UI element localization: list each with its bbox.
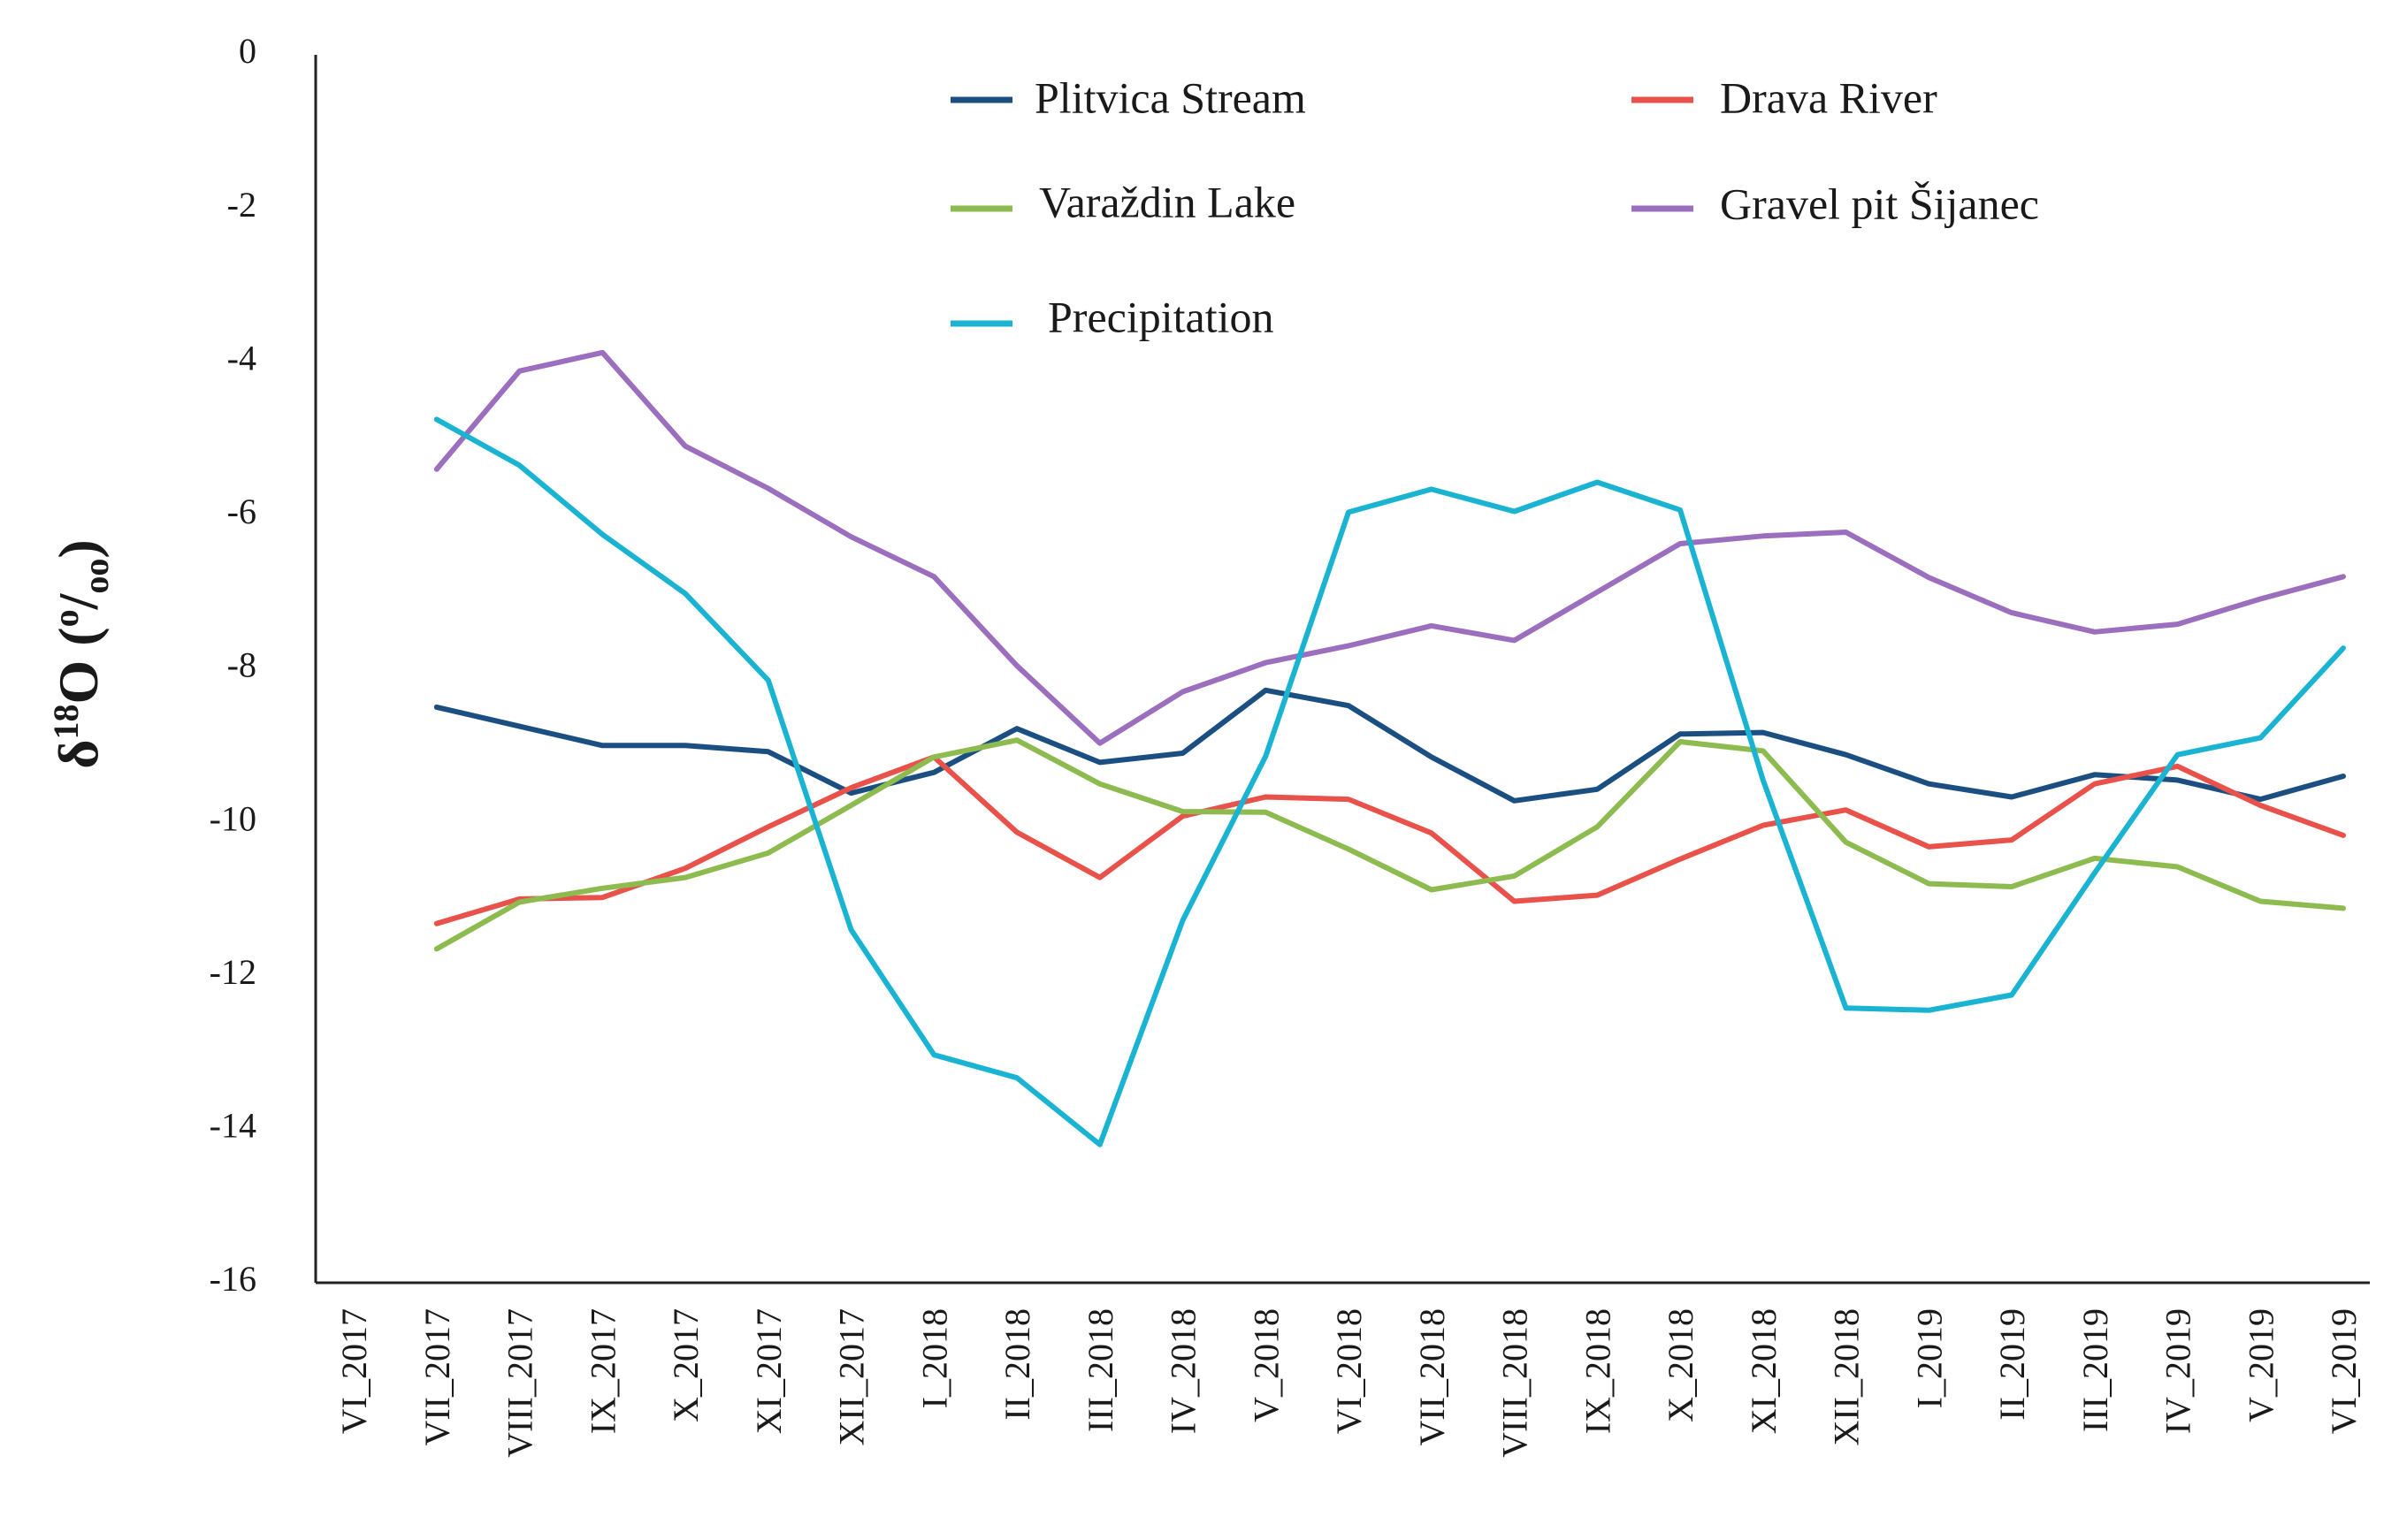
series-lines [433,349,2346,1147]
legend-item-drava-river: Drava River [1631,72,1937,122]
x-tick-label: X_2017 [666,1308,706,1422]
x-tick-label: XI_2018 [1744,1308,1784,1434]
series-line-precipitation [433,416,2346,1147]
x-tick-label: X_2018 [1661,1308,1700,1422]
legend-label-precipitation: Precipitation [1048,292,1274,341]
y-tick-label: -12 [210,952,256,992]
x-tick-label: VI_2017 [334,1308,374,1434]
x-tick-label: VII_2018 [1412,1308,1452,1446]
x-tick-label: IV_2018 [1164,1308,1203,1434]
y-tick-label: -6 [227,492,256,531]
x-tick-label: VI_2018 [1329,1308,1369,1434]
series-line-drava-river [433,754,2346,926]
x-tick-label: V_2018 [1246,1308,1286,1422]
y-tick-labels: 0 -2 -4 -6 -8 -10 -12 -14 -16 [210,31,256,1299]
legend-item-precipitation: Precipitation [951,292,1274,341]
x-tick-label: V_2019 [2241,1308,2281,1422]
legend-item-varazdin-lake: Varaždin Lake [951,177,1295,226]
y-tick-label: -8 [227,645,256,685]
y-axis-label: δ18O (o/oo) [46,539,116,768]
x-tick-label: I_2019 [1909,1308,1949,1408]
x-tick-label: III_2018 [1081,1308,1120,1432]
x-tick-label: II_2019 [1992,1308,2032,1421]
legend-item-gravel-pit-sijanec: Gravel pit Šijanec [1631,179,2039,228]
y-tick-label: 0 [239,31,256,71]
x-tick-label: IX_2017 [583,1308,623,1434]
y-tick-label: -2 [227,185,256,225]
x-tick-label: XI_2017 [749,1308,789,1434]
legend-label-gravel-pit-sijanec: Gravel pit Šijanec [1720,179,2039,228]
series-line-plitvica-stream [433,687,2346,804]
series-line-gravel-pit-sijanec [433,349,2346,746]
x-tick-label: VI_2019 [2324,1308,2364,1434]
x-tick-label: I_2018 [914,1308,954,1408]
legend-label-plitvica-stream: Plitvica Stream [1035,72,1306,122]
x-tick-label: IX_2018 [1578,1308,1617,1434]
legend: Plitvica Stream Drava River Varaždin Lak… [951,72,2039,341]
legend-label-drava-river: Drava River [1720,72,1937,122]
x-tick-label: XII_2018 [1827,1308,1867,1446]
y-tick-label: -4 [227,338,256,377]
x-tick-label: III_2019 [2075,1308,2115,1432]
x-tick-labels: VI_2017 VII_2017 VIII_2017 IX_2017 X_2017 XI_… [334,1308,2364,1458]
y-tick-label: -14 [210,1106,256,1146]
legend-label-varazdin-lake: Varaždin Lake [1039,177,1295,226]
legend-item-plitvica-stream: Plitvica Stream [951,72,1306,122]
x-tick-label: VIII_2017 [500,1308,540,1458]
x-tick-label: VII_2017 [417,1308,457,1446]
x-tick-label: VIII_2018 [1495,1308,1535,1458]
x-tick-label: II_2018 [997,1308,1037,1421]
y-tick-label: -16 [210,1259,256,1299]
series-line-varazdin-lake [433,737,2346,952]
x-tick-label: IV_2019 [2158,1308,2198,1434]
x-tick-label: XII_2017 [832,1308,872,1446]
y-tick-label: -10 [210,798,256,838]
